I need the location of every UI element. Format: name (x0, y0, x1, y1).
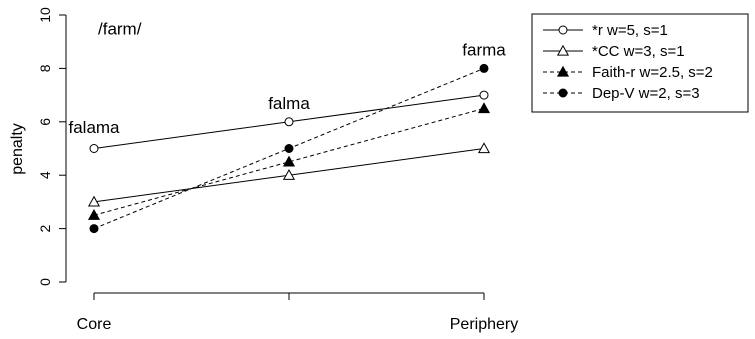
x-axis-ticks: Core Periphery (77, 293, 518, 333)
y-tick-label: 10 (37, 7, 53, 23)
data-point (477, 102, 491, 114)
y-axis-label: penalty (9, 123, 26, 175)
legend-label: Dep-V w=2, s=3 (592, 85, 700, 102)
legend-item: *r w=5, s=1 (543, 22, 668, 39)
legend-marker (556, 65, 570, 77)
series-depv (89, 63, 489, 234)
legend-label: Faith-r w=2.5, s=2 (592, 64, 713, 81)
data-point (87, 209, 101, 220)
legend-marker (558, 88, 568, 98)
y-tick-label: 6 (37, 118, 53, 126)
data-point (479, 63, 489, 73)
x-tick-label: Core (77, 316, 112, 333)
series-layer (87, 63, 491, 234)
y-tick-label: 4 (37, 171, 53, 179)
data-point (284, 144, 294, 153)
y-tick-label: 0 (37, 278, 53, 286)
legend-item: Faith-r w=2.5, s=2 (543, 64, 713, 81)
legend-item: Dep-V w=2, s=3 (543, 85, 700, 102)
series-line (93, 107, 485, 216)
data-point (282, 155, 296, 167)
legend-marker (556, 44, 570, 56)
series-faithr (87, 102, 491, 220)
y-tick-label: 2 (37, 224, 53, 232)
x-tick-label: Periphery (450, 316, 518, 333)
data-point (282, 168, 296, 180)
annotations: /farm/falama falma farma (68, 19, 506, 137)
data-point (479, 90, 489, 100)
data-point (87, 195, 101, 207)
legend-label: *r w=5, s=1 (592, 22, 668, 39)
legend-marker (558, 25, 568, 35)
legend-item: *CC w=3, s=1 (543, 43, 685, 60)
point-annotation: falama (68, 118, 120, 137)
data-point (89, 144, 99, 153)
data-point (89, 224, 99, 234)
y-axis-ticks: 0 2 4 6 8 10 (37, 7, 66, 286)
point-annotation: /farm/ (98, 19, 142, 38)
point-annotation: farma (462, 41, 506, 60)
data-point (284, 117, 294, 127)
data-point (477, 142, 491, 154)
series-r (89, 90, 489, 153)
legend-label: *CC w=3, s=1 (592, 43, 685, 60)
legend: *r w=5, s=1 *CC w=3, s=1 Faith-r w=2.5, s=… (531, 13, 749, 113)
series-cc (87, 142, 491, 207)
plot-frame (65, 15, 484, 294)
point-annotation: falma (268, 94, 310, 113)
y-tick-label: 8 (37, 64, 53, 72)
